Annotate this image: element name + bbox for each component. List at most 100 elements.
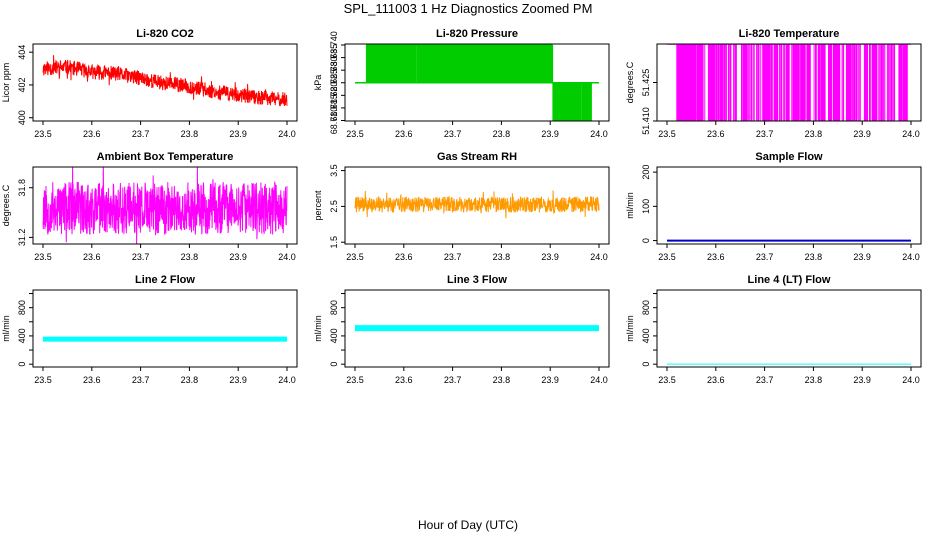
y-tick-label: 68.740 [329,31,339,59]
plot-frame [656,166,922,245]
panel-title: Li-820 Temperature [739,28,840,40]
y-axis-label: ml/min [625,315,635,342]
x-tick-label: 23.7 [756,375,774,385]
plot-frame [32,289,298,368]
y-tick-label: 68.725 [329,69,339,97]
chart-panel: Line 2 Flow ml/min 23.5 23.6 23.7 23.8 23.9 24.… [1,274,298,385]
x-tick-label: 24.0 [278,375,296,385]
plot-frame [656,289,922,368]
panel-title: Line 4 (LT) Flow [748,274,831,286]
data-series [354,190,600,219]
y-tick-label: 68.730 [329,56,339,84]
x-tick-label: 24.0 [590,129,608,139]
x-tick-label: 23.8 [805,375,823,385]
figure-xlabel: Hour of Day (UTC) [417,518,518,532]
y-tick-label: 100 [641,199,651,214]
y-axis-label: kPa [313,75,323,91]
x-tick-label: 23.5 [34,252,52,262]
chart-panel: Ambient Box Temperature degrees.C 23.5 23.6… [1,151,298,262]
figure-title: SPL_111003 1 Hz Diagnostics Zoomed PM [343,1,593,16]
y-tick-label: 1.5 [329,236,339,249]
x-tick-label: 23.7 [444,375,462,385]
x-tick-label: 23.8 [805,129,823,139]
x-tick-label: 23.6 [83,375,101,385]
panel-title: Sample Flow [755,151,823,163]
plot-frame [32,166,298,245]
x-tick-label: 23.7 [444,129,462,139]
y-axis-label: Licor ppm [1,63,11,103]
x-tick-label: 23.6 [83,129,101,139]
y-tick-label: 400 [641,328,651,343]
y-tick-label: 68.715 [329,94,339,122]
x-tick-label: 23.5 [658,129,676,139]
y-axis-label: ml/min [313,315,323,342]
chart-panel: Line 3 Flow ml/min 23.5 23.6 23.7 23.8 23.9 24.… [313,274,610,385]
x-tick-label: 23.9 [229,129,247,139]
x-tick-label: 23.9 [853,129,871,139]
y-tick-label: 200 [641,165,651,180]
x-tick-label: 23.5 [658,375,676,385]
x-tick-label: 23.8 [181,252,199,262]
panel-title: Ambient Box Temperature [97,151,234,163]
x-tick-label: 23.7 [756,252,774,262]
x-tick-label: 23.8 [493,252,511,262]
y-tick-label: 68.710 [329,107,339,135]
y-tick-label: 0 [641,238,651,243]
x-tick-label: 23.7 [132,129,150,139]
x-tick-label: 23.8 [493,129,511,139]
y-axis-label: degrees.C [1,184,11,226]
panel-title: Line 3 Flow [447,274,507,286]
y-tick-label: 31.8 [17,179,27,197]
chart-panel: Li-820 Temperature degrees.C 23.5 23.6 23.7 2… [625,28,922,139]
y-axis-label: degrees.C [625,61,635,103]
y-tick-label: 0 [17,362,27,367]
y-tick-label: 400 [329,328,339,343]
y-tick-label: 402 [17,77,27,92]
plot-frame [32,43,298,122]
x-tick-label: 23.6 [395,129,413,139]
x-tick-label: 23.7 [132,252,150,262]
y-tick-label: 800 [641,300,651,315]
y-tick-label: 2.5 [329,200,339,213]
x-tick-label: 23.5 [34,129,52,139]
chart-panel: Sample Flow ml/min 23.5 23.6 23.7 23.8 23.9 24.… [625,151,922,262]
panel-title: Gas Stream RH [437,151,517,163]
series-line [354,190,600,219]
x-tick-label: 23.6 [707,252,725,262]
series-line [42,55,288,107]
chart-panel: Li-820 Pressure kPa 23.5 23.6 23.7 23.8 23.9 24… [313,28,610,139]
series-line [42,167,288,244]
x-tick-label: 23.9 [853,375,871,385]
panel-title: Li-820 CO2 [136,28,193,40]
data-series [42,55,288,107]
x-tick-label: 24.0 [278,129,296,139]
x-tick-label: 24.0 [278,252,296,262]
x-tick-label: 23.5 [346,375,364,385]
chart-panel: Line 4 (LT) Flow ml/min 23.5 23.6 23.7 23.8 23… [625,274,922,385]
y-tick-label: 0 [641,362,651,367]
plot-frame [344,289,610,368]
y-tick-label: 0 [329,362,339,367]
series-line [365,45,592,121]
x-tick-label: 23.6 [83,252,101,262]
x-tick-label: 23.7 [756,129,774,139]
x-tick-label: 23.9 [229,375,247,385]
y-tick-label: 31.2 [17,229,27,247]
x-tick-label: 23.5 [658,252,676,262]
x-tick-label: 23.6 [707,375,725,385]
chart-panel: Gas Stream RH percent 23.5 23.6 23.7 23.8 23.9… [313,151,610,262]
y-axis-label: percent [313,190,323,221]
y-tick-label: 400 [17,328,27,343]
x-tick-label: 23.9 [541,375,559,385]
panel-title: Li-820 Pressure [436,28,518,40]
x-tick-label: 23.6 [395,375,413,385]
y-tick-label: 800 [17,300,27,315]
panel-title: Line 2 Flow [135,274,195,286]
y-tick-label: 800 [329,300,339,315]
x-tick-label: 23.9 [541,129,559,139]
data-series [355,44,599,121]
y-tick-label: 400 [17,110,27,125]
data-series [667,44,911,121]
x-tick-label: 23.5 [346,129,364,139]
x-tick-label: 23.7 [444,252,462,262]
